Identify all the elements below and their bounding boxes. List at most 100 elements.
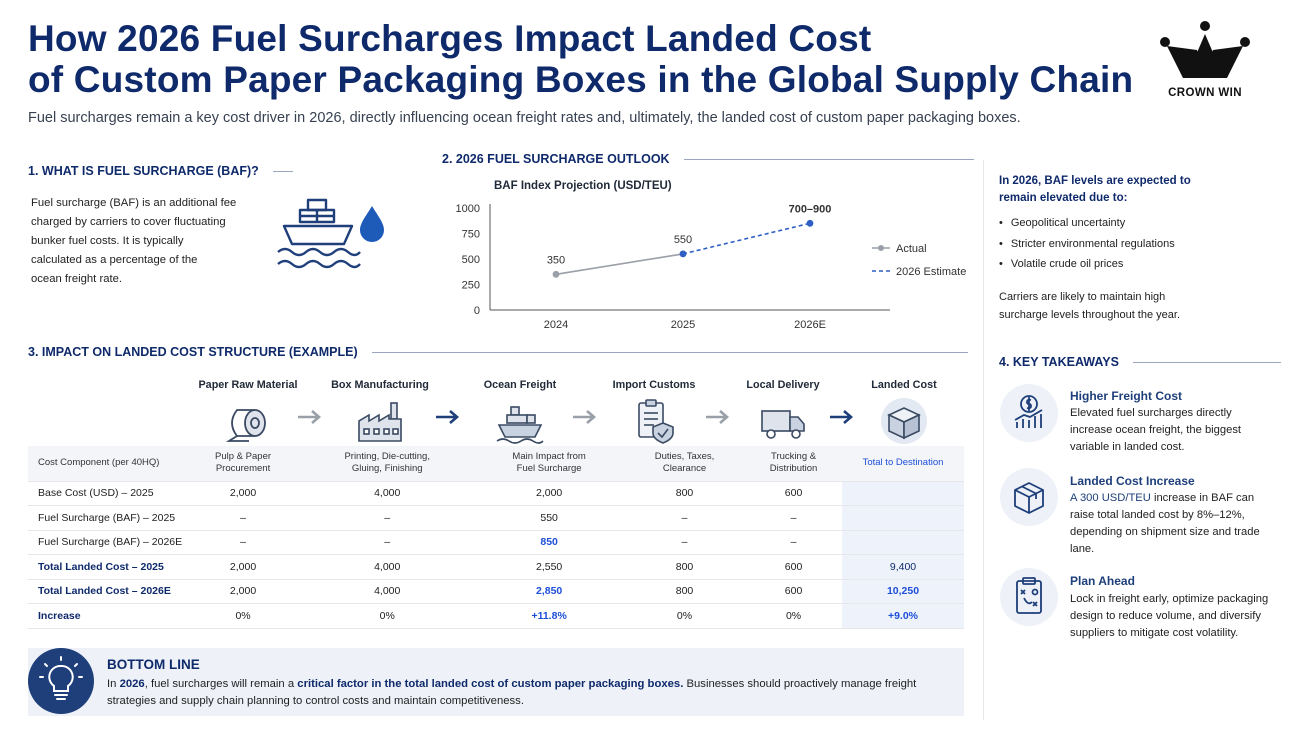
table-cell: 2,000 [186, 481, 301, 506]
takeaway-icon-badge [1000, 568, 1058, 626]
table-row: Total Landed Cost – 2025 2,000 4,000 2,5… [28, 554, 964, 580]
flow-arrow [706, 410, 729, 424]
table-row-label: Increase [28, 603, 186, 629]
table-cell: +9.0% [842, 603, 964, 629]
section2-heading-text: 2. 2026 FUEL SURCHARGE OUTLOOK [442, 152, 670, 166]
step-label: Box Manufacturing [331, 379, 429, 391]
baf-line-chart: 0 250 500 750 1000 2024 2025 2026E 350 550 700–900… [456, 203, 967, 331]
step-box-manufacturing: Box Manufacturing [320, 379, 440, 450]
flow-arrow [573, 410, 596, 424]
section1-heading: 1. WHAT IS FUEL SURCHARGE (BAF)? [28, 164, 293, 178]
divider [683, 158, 974, 160]
section4-heading-text: 4. KEY TAKEAWAYS [999, 355, 1119, 369]
table-row: Fuel Surcharge (BAF) – 2025 – – 550 – – [28, 505, 964, 531]
table-cell: – [745, 530, 842, 555]
step-local-delivery: Local Delivery [723, 379, 843, 450]
takeaway-icon-badge [1000, 468, 1058, 526]
title-line-2: of Custom Paper Packaging Boxes in the G… [28, 59, 1134, 100]
series-line-1 [682, 222, 811, 255]
data-point [552, 270, 560, 278]
baf-definition-line: calculated as a percentage of the [31, 254, 198, 266]
takeaway-title: Higher Freight Cost [1070, 389, 1183, 403]
title-line-1: How 2026 Fuel Surcharges Impact Landed C… [28, 18, 872, 59]
table-cell: – [623, 505, 746, 531]
step-label: Ocean Freight [483, 379, 557, 391]
bottom-text-part: Businesses should proactively manage fre… [107, 678, 917, 707]
bottom-text-year: 2026 [119, 678, 145, 690]
table-header-cell: Total to Destination [842, 446, 964, 482]
table-cell: 0% [623, 603, 746, 629]
table-cell: 2,550 [474, 554, 624, 580]
outlook-heading-line: In 2026, BAF levels are expected to [999, 175, 1191, 187]
delivery-truck-icon [761, 410, 805, 439]
legend-label: Actual [896, 243, 927, 255]
baf-definition: Fuel surcharge (BAF) is an additional fe… [31, 194, 261, 289]
takeaway-text: Elevated fuel surcharges directly increa… [1070, 407, 1242, 453]
table-header-row: Cost Component (per 40HQ) Pulp & Paper P… [28, 446, 964, 482]
table-cell: 2,850 [474, 579, 624, 604]
table-cell: 4,000 [300, 481, 475, 506]
data-point [679, 250, 687, 258]
table-cell [842, 505, 964, 531]
table-row-label: Fuel Surcharge (BAF) – 2026E [28, 530, 186, 555]
table-cell [842, 481, 964, 506]
x-tick-label: 2024 [544, 319, 568, 331]
outlook-heading-line: remain elevated due to: [999, 192, 1128, 204]
step-label: Import Customs [612, 379, 696, 391]
takeaway-text-part: increase in BAF can raise total landed c… [1070, 492, 1260, 555]
table-header-cell: Cost Component (per 40HQ) [28, 446, 186, 482]
table-cell: 4,000 [300, 554, 475, 580]
y-tick-label: 250 [462, 280, 480, 292]
table-cell: – [300, 530, 475, 555]
y-tick-label: 750 [462, 229, 480, 241]
table-cell: 2,000 [186, 554, 301, 580]
table-cell: 0% [186, 603, 301, 629]
section1-heading-text: 1. WHAT IS FUEL SURCHARGE (BAF)? [28, 164, 259, 178]
section4-heading: 4. KEY TAKEAWAYS [999, 355, 1281, 369]
table-cell: 800 [623, 554, 746, 580]
strategy-clipboard-icon [1016, 577, 1042, 614]
takeaway-title: Plan Ahead [1070, 574, 1135, 588]
ship-icon [277, 198, 361, 269]
table-cell: 600 [745, 579, 842, 604]
column-divider [983, 160, 984, 720]
divider [1132, 361, 1281, 363]
money-chart-icon [1014, 395, 1043, 428]
y-tick-label: 0 [474, 305, 480, 317]
takeaway-text: Lock in freight early, optimize packagin… [1070, 593, 1269, 639]
crown-icon [1160, 21, 1250, 78]
brand-name: CROWN WIN [1168, 87, 1242, 99]
cargo-ship-icon [496, 406, 544, 444]
table-cell: 10,250 [842, 579, 964, 604]
page-subtitle: Fuel surcharges remain a key cost driver… [28, 110, 1021, 126]
table-cell: 850 [474, 530, 624, 555]
customs-document-icon [638, 399, 674, 444]
y-tick-label: 1000 [456, 203, 480, 215]
table-row: Increase 0% 0% +11.8% 0% 0% +9.0% [28, 603, 964, 629]
table-cell [842, 530, 964, 555]
flow-arrow [298, 410, 321, 424]
ship-illustration [277, 198, 384, 269]
bottom-text-part: In [107, 678, 120, 690]
section2-heading: 2. 2026 FUEL SURCHARGE OUTLOOK [442, 152, 974, 166]
step-label: Landed Cost [871, 379, 937, 391]
table-cell: 600 [745, 481, 842, 506]
table-cell: – [623, 530, 746, 555]
table-row: Total Landed Cost – 2026E 2,000 4,000 2,… [28, 579, 964, 604]
flow-arrow [830, 410, 853, 424]
bottom-text-part: , fuel surcharges will remain a [144, 678, 298, 690]
legend-marker [878, 245, 884, 251]
step-import-customs: Import Customs [594, 379, 714, 450]
table-cell: – [186, 505, 301, 531]
table-header-cell: Pulp & Paper Procurement [186, 446, 301, 482]
outlook-list: Geopolitical uncertainty Stricter enviro… [999, 213, 1175, 275]
takeaway-text: A 300 USD/TEU increase in BAF can raise … [1070, 490, 1270, 558]
flow-arrow [436, 410, 459, 424]
step-landed-cost: Landed Cost [844, 379, 964, 450]
table-row: Fuel Surcharge (BAF) – 2026E – – 850 – – [28, 530, 964, 555]
divider [371, 351, 968, 353]
table-cell: 4,000 [300, 579, 475, 604]
data-point [806, 219, 814, 227]
table-row: Base Cost (USD) – 2025 2,000 4,000 2,000… [28, 481, 964, 506]
box-icon [881, 398, 927, 444]
